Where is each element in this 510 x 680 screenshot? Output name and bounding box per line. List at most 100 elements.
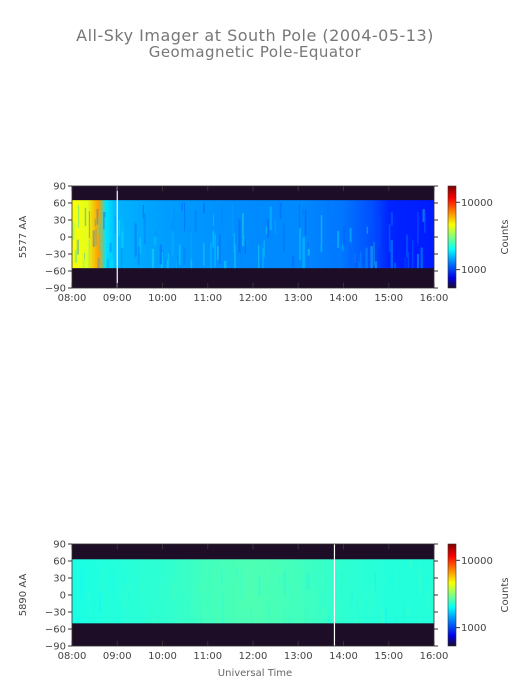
heatmap-streak: [269, 206, 272, 231]
heatmap-streak: [108, 608, 111, 621]
heatmap-streak: [262, 247, 264, 269]
heatmap-streak: [417, 238, 419, 247]
heatmap-streak: [310, 581, 312, 595]
heatmap-streak: [378, 588, 381, 604]
heatmap-streak: [320, 591, 323, 611]
heatmap-streak: [203, 202, 206, 214]
heatmap-data-band: [72, 200, 434, 269]
heatmap-streak: [191, 613, 194, 624]
heatmap-streak: [84, 621, 87, 624]
heatmap-streak: [143, 213, 146, 245]
heatmap-streak: [146, 238, 149, 256]
heatmap-streak: [176, 255, 179, 269]
heatmap-streak: [310, 603, 313, 624]
heatmap-streak: [102, 565, 104, 592]
heatmap-data-band: [72, 559, 434, 624]
heatmap-streak: [204, 265, 207, 269]
heatmap-streak: [355, 263, 358, 269]
heatmap-streak: [407, 252, 409, 269]
heatmap-streak: [103, 211, 106, 230]
heatmap-streak: [250, 580, 252, 608]
heatmap-streak: [260, 258, 263, 269]
heatmap-streak: [290, 586, 292, 600]
heatmap-streak: [161, 583, 164, 600]
heatmap-streak: [178, 244, 181, 265]
colorbar-tick-label: 1000: [461, 623, 486, 634]
heatmap-texture: [72, 201, 426, 269]
heatmap-streak: [336, 569, 338, 580]
heatmap-streak: [259, 593, 262, 616]
heatmap-streak: [73, 590, 76, 605]
heatmap-streak: [128, 591, 131, 602]
heatmap-streak: [305, 608, 307, 624]
heatmap-streak: [267, 602, 271, 618]
heatmap-streak: [349, 228, 352, 248]
heatmap-streak: [221, 207, 223, 226]
x-tick-label: 15:00: [374, 651, 403, 662]
heatmap-streak: [351, 592, 353, 607]
heatmap-streak: [180, 597, 182, 615]
y-tick-label: −90: [45, 642, 66, 653]
heatmap-streak: [82, 259, 85, 269]
heatmap-streak: [77, 205, 80, 228]
heatmap-streak: [354, 254, 356, 263]
heatmap-streak: [137, 246, 140, 265]
heatmap-streak: [153, 236, 157, 245]
y-tick-label: 30: [53, 216, 66, 227]
heatmap-streak: [320, 243, 323, 253]
heatmap-streak: [374, 570, 377, 593]
heatmap-streak: [320, 214, 323, 247]
heatmap-streak: [368, 590, 371, 616]
heatmap-streak: [109, 242, 112, 253]
heatmap-streak: [103, 572, 106, 602]
heatmap-streak: [214, 566, 216, 594]
heatmap-streak: [152, 604, 155, 624]
heatmap-streak: [122, 225, 124, 246]
heatmap-streak: [210, 242, 212, 269]
colorbar-label: Counts: [500, 578, 510, 613]
heatmap-streak: [337, 230, 340, 248]
heatmap-streak: [214, 568, 216, 590]
heatmap-streak: [151, 248, 155, 269]
heatmap-streak: [340, 571, 343, 595]
colorbar: [447, 543, 457, 647]
heatmap-streak: [212, 214, 215, 226]
y-tick-label: 60: [53, 557, 66, 568]
heatmap-streak: [278, 584, 281, 617]
heatmap-streak: [166, 259, 169, 269]
heatmap-streak: [211, 619, 215, 624]
heatmap-streak: [184, 202, 186, 232]
heatmap-streak: [160, 250, 163, 266]
heatmap-streak: [240, 571, 243, 598]
heatmap-streak: [104, 588, 107, 620]
colorbar-tick-label: 10000: [461, 198, 493, 209]
heatmap-streak: [95, 228, 97, 246]
y-tick-label: 90: [53, 182, 66, 193]
x-tick-label: 10:00: [148, 293, 177, 304]
x-tick-label: 15:00: [374, 293, 403, 304]
heatmap-streak: [121, 217, 123, 251]
heatmap-streak: [142, 205, 145, 219]
x-tick-label: 14:00: [329, 293, 358, 304]
heatmap-streak: [322, 577, 326, 595]
heatmap-streak: [342, 225, 346, 246]
heatmap-streak: [277, 574, 280, 586]
heatmap-streak: [201, 574, 203, 590]
heatmap-streak: [235, 567, 238, 577]
heatmap-streak: [99, 593, 102, 613]
heatmap-streak: [424, 212, 426, 233]
heatmap-streak: [181, 202, 183, 211]
heatmap-streak: [403, 608, 405, 624]
heatmap-streak: [298, 203, 300, 229]
heatmap-streak: [202, 605, 205, 624]
heatmap-streak: [225, 570, 227, 579]
heatmap-streak: [416, 578, 418, 599]
heatmap-streak: [121, 231, 124, 248]
heatmap-streak: [327, 201, 331, 218]
heatmap-streak: [115, 250, 117, 269]
heatmap-streak: [406, 234, 409, 258]
x-tick-label: 14:00: [329, 651, 358, 662]
heatmap-streak: [203, 243, 205, 266]
heatmap-streak: [173, 582, 176, 602]
heatmap-streak: [408, 606, 410, 620]
